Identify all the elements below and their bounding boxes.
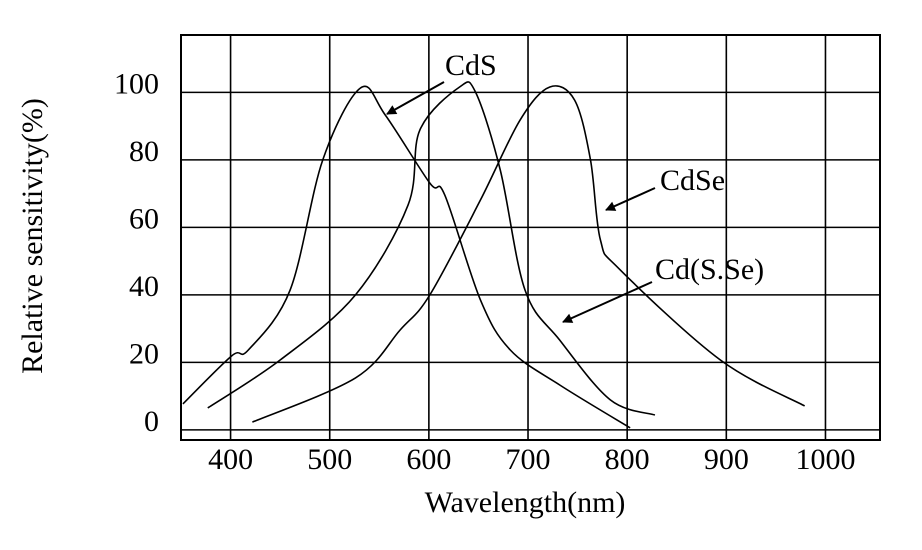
x-tick-label: 800 xyxy=(605,443,650,476)
y-tick-label: 0 xyxy=(144,405,159,438)
curve xyxy=(182,85,631,429)
curve xyxy=(252,85,806,423)
y-tick-label: 60 xyxy=(129,202,159,235)
curve-label: CdSe xyxy=(660,164,725,197)
x-tick-label: 700 xyxy=(506,443,551,476)
y-tick-label: 80 xyxy=(129,135,159,168)
y-axis-label: Relative sensitivity(%) xyxy=(16,98,49,374)
y-tick-label: 20 xyxy=(129,337,159,370)
x-tick-label: 400 xyxy=(208,443,253,476)
x-axis-label: Wavelength(nm) xyxy=(425,486,626,519)
y-tick-label: 40 xyxy=(129,270,159,303)
x-tick-label: 500 xyxy=(307,443,352,476)
annotation-arrow xyxy=(386,81,445,115)
annotation-arrow xyxy=(605,187,656,211)
plot-frame xyxy=(180,34,881,441)
curve xyxy=(207,81,656,416)
x-tick-label: 1000 xyxy=(795,443,855,476)
curve-label: Cd(S.Se) xyxy=(655,253,764,286)
y-tick-label: 100 xyxy=(114,67,159,100)
annotation-arrow xyxy=(562,281,653,323)
x-tick-label: 600 xyxy=(406,443,451,476)
x-tick-label: 900 xyxy=(704,443,749,476)
curve-label: CdS xyxy=(445,49,497,82)
